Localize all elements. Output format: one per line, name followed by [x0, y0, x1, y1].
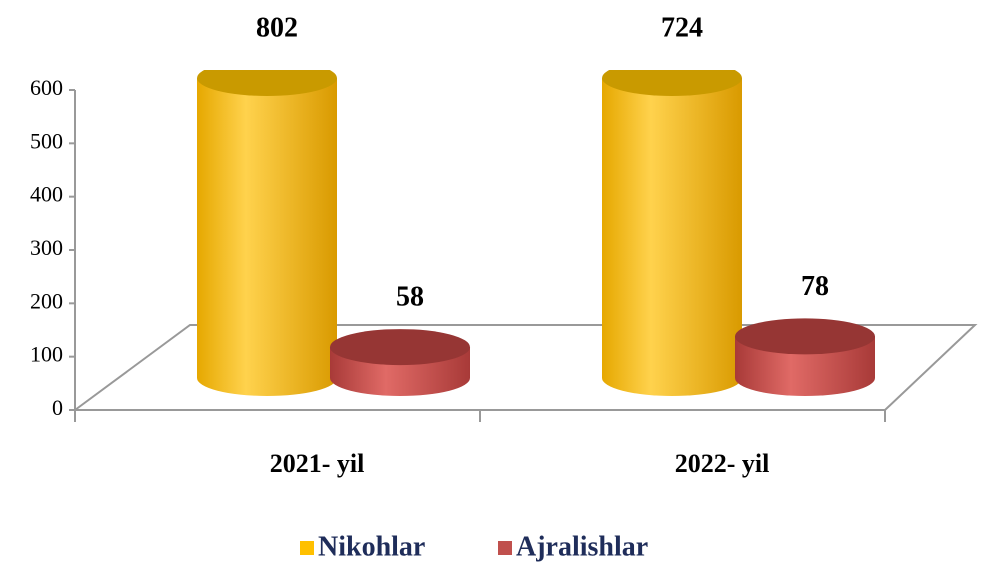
bar-top — [330, 329, 470, 366]
data-label: 802 — [256, 12, 298, 43]
bar — [330, 329, 470, 396]
bar — [735, 318, 875, 396]
y-tick-label: 400 — [30, 182, 63, 207]
data-label: 58 — [396, 281, 424, 312]
bar — [602, 70, 742, 396]
x-tick-label: 2022- yil — [675, 449, 770, 478]
y-tick-label: 200 — [30, 288, 63, 313]
legend-swatch — [498, 541, 512, 555]
y-tick-label: 600 — [30, 75, 63, 100]
bar — [197, 70, 337, 396]
data-label: 78 — [801, 271, 829, 302]
y-tick-label: 500 — [30, 128, 63, 153]
legend-label: Nikohlar — [318, 531, 425, 562]
x-tick-label: 2021- yil — [270, 449, 365, 478]
y-tick-label: 100 — [30, 342, 63, 367]
bar-body — [197, 78, 337, 396]
legend-swatch — [300, 541, 314, 555]
bar-top — [602, 70, 742, 96]
bar-top — [735, 318, 875, 355]
bar-body — [602, 78, 742, 396]
y-tick-label: 300 — [30, 235, 63, 260]
plot-area — [197, 70, 875, 396]
y-tick-label: 0 — [52, 395, 63, 420]
legend-label: Ajralishlar — [516, 531, 648, 562]
bar-top — [197, 70, 337, 96]
data-label: 724 — [661, 12, 703, 43]
